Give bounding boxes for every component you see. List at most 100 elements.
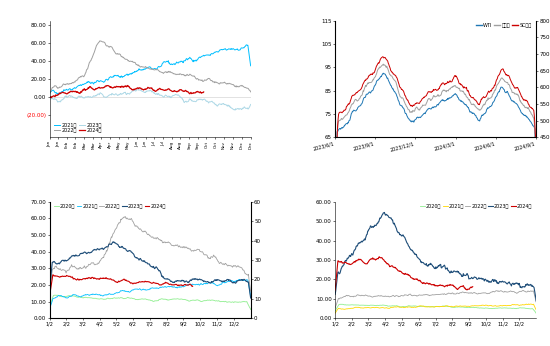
2024年 xyxy=(46,95,53,99)
WTI xyxy=(337,126,343,130)
2024年 xyxy=(126,85,133,90)
2021年 xyxy=(239,46,245,50)
2020年 xyxy=(127,296,134,300)
2024年 xyxy=(128,86,134,91)
2021年 xyxy=(525,302,532,306)
2021年 xyxy=(46,307,53,311)
2023年 xyxy=(248,102,254,107)
2023年 xyxy=(89,95,95,100)
布伦特 xyxy=(411,109,417,113)
2023年 xyxy=(46,97,53,101)
Line: 2020年: 2020年 xyxy=(335,304,536,313)
2023年 xyxy=(232,108,239,112)
2021年 xyxy=(412,305,419,309)
2024年 xyxy=(126,280,133,284)
2022年 xyxy=(520,288,526,292)
2022年 xyxy=(504,290,511,294)
2023年 xyxy=(412,253,419,257)
2021年 xyxy=(413,305,420,309)
2021年 xyxy=(504,303,511,308)
Line: 2023年: 2023年 xyxy=(335,212,536,301)
Line: 2023年: 2023年 xyxy=(50,89,251,110)
2024年 xyxy=(46,294,53,299)
2023年 xyxy=(332,292,338,297)
SC原油 xyxy=(533,135,540,139)
布伦特 xyxy=(415,108,422,112)
2020年 xyxy=(248,307,254,311)
2021年 xyxy=(236,277,243,281)
2022年 xyxy=(332,306,338,310)
2023年 xyxy=(135,87,141,91)
2021年 xyxy=(248,64,254,68)
Line: 2022年: 2022年 xyxy=(50,41,251,93)
SC原油 xyxy=(411,103,417,107)
2020年 xyxy=(219,299,225,303)
2021年 xyxy=(127,72,134,76)
2020年 xyxy=(338,302,345,306)
2023年 xyxy=(89,249,95,254)
2020年 xyxy=(239,300,245,304)
2024年 xyxy=(128,281,134,285)
2023年 xyxy=(375,221,381,226)
Legend: 2021年, 2022年, 2023年, 2024年: 2021年, 2022年, 2023年, 2024年 xyxy=(52,121,103,135)
2021年 xyxy=(102,78,108,82)
2020年 xyxy=(89,296,96,300)
Line: 2024年: 2024年 xyxy=(335,257,472,290)
2023年 xyxy=(101,95,108,99)
2022年 xyxy=(239,266,245,270)
2020年 xyxy=(414,304,420,308)
2021年 xyxy=(54,92,60,97)
2021年 xyxy=(332,311,338,315)
2020年 xyxy=(128,296,135,300)
2021年 xyxy=(219,48,225,52)
2021年 xyxy=(387,306,394,310)
布伦特 xyxy=(332,235,338,239)
SC原油 xyxy=(505,73,512,78)
2020年 xyxy=(53,293,59,297)
2022年 xyxy=(46,294,53,298)
WTI xyxy=(369,89,376,93)
2021年 xyxy=(128,72,135,76)
2022年 xyxy=(412,293,419,298)
2023年 xyxy=(414,254,420,258)
Legend: 2020年, 2021年, 2022年, 2023年, 2024年: 2020年, 2021年, 2022年, 2023年, 2024年 xyxy=(52,202,168,211)
Line: 2024年: 2024年 xyxy=(50,85,204,98)
2023年 xyxy=(127,249,134,253)
布伦特 xyxy=(337,118,343,122)
2022年 xyxy=(122,215,129,219)
SC原油 xyxy=(369,72,376,76)
2020年 xyxy=(375,303,382,308)
2022年 xyxy=(413,293,420,298)
WTI xyxy=(332,210,338,214)
2024年 xyxy=(375,256,381,261)
SC原油 xyxy=(379,55,386,59)
2023年 xyxy=(110,240,117,244)
2021年 xyxy=(243,43,250,47)
2020年 xyxy=(524,307,531,311)
WTI xyxy=(505,92,512,97)
SC原油 xyxy=(332,135,338,139)
2021年 xyxy=(126,290,133,294)
2021年 xyxy=(533,308,540,312)
2022年 xyxy=(248,90,254,94)
Legend: 2020年, 2021年, 2022年, 2023年, 2024年: 2020年, 2021年, 2022年, 2023年, 2024年 xyxy=(418,202,534,211)
2021年 xyxy=(524,302,530,307)
2023年 xyxy=(128,91,134,95)
2022年 xyxy=(127,59,134,63)
2021年 xyxy=(218,281,225,285)
WTI xyxy=(533,188,540,192)
Legend: WTI, 布伦特, SC原油: WTI, 布伦特, SC原油 xyxy=(474,21,534,30)
2022年 xyxy=(127,218,134,222)
Line: 2020年: 2020年 xyxy=(50,295,251,309)
布伦特 xyxy=(369,79,376,83)
2023年 xyxy=(219,102,225,106)
2022年 xyxy=(89,261,95,265)
Line: 2021年: 2021年 xyxy=(335,304,536,313)
布伦特 xyxy=(505,82,512,86)
2023年 xyxy=(533,299,540,303)
2020年 xyxy=(412,304,419,308)
2020年 xyxy=(46,305,53,309)
2022年 xyxy=(96,39,103,43)
2022年 xyxy=(248,289,254,293)
WTI xyxy=(505,91,512,95)
